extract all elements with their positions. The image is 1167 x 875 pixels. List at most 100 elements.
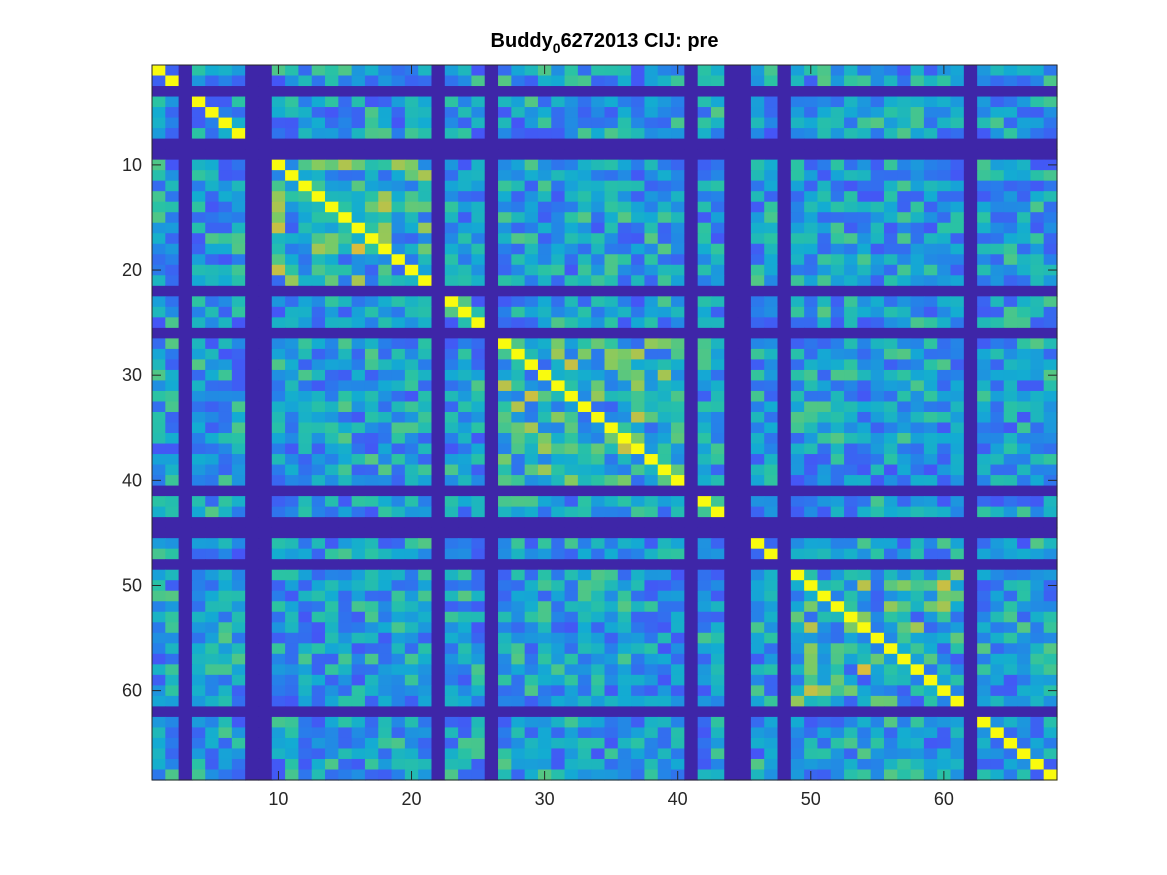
heatmap-cell bbox=[937, 359, 952, 371]
heatmap-cell bbox=[458, 170, 473, 182]
heatmap-cell bbox=[817, 380, 832, 392]
heatmap-cell bbox=[404, 149, 419, 161]
heatmap-cell bbox=[963, 758, 978, 771]
heatmap-cell bbox=[804, 243, 819, 255]
heatmap-cell bbox=[857, 433, 872, 445]
heatmap-cell bbox=[724, 716, 739, 729]
heatmap-cell bbox=[817, 128, 832, 140]
heatmap-cell bbox=[231, 632, 246, 644]
heatmap-cell bbox=[644, 674, 659, 686]
heatmap-cell bbox=[604, 716, 619, 729]
heatmap-cell bbox=[950, 548, 965, 560]
heatmap-cell bbox=[777, 538, 792, 550]
heatmap-cell bbox=[564, 275, 579, 287]
heatmap-cell bbox=[577, 664, 592, 676]
heatmap-cell bbox=[671, 622, 685, 634]
heatmap-cell bbox=[178, 75, 193, 87]
heatmap-cell bbox=[684, 369, 699, 382]
heatmap-cell bbox=[724, 622, 739, 634]
heatmap-cell bbox=[963, 128, 978, 140]
heatmap-cell bbox=[1003, 75, 1018, 87]
heatmap-cell bbox=[577, 180, 592, 192]
heatmap-cell bbox=[338, 401, 353, 413]
heatmap-cell bbox=[458, 191, 473, 203]
heatmap-cell bbox=[325, 590, 339, 602]
heatmap-cell bbox=[245, 538, 260, 550]
heatmap-cell bbox=[631, 548, 646, 560]
heatmap-cell bbox=[644, 485, 659, 497]
heatmap-cell bbox=[431, 443, 446, 455]
heatmap-cell bbox=[963, 517, 978, 529]
heatmap-cell bbox=[684, 117, 699, 129]
heatmap-cell bbox=[285, 548, 299, 560]
heatmap-cell bbox=[245, 559, 260, 571]
heatmap-cell bbox=[617, 275, 632, 287]
heatmap-cell bbox=[577, 306, 592, 318]
heatmap-cell bbox=[671, 601, 685, 613]
heatmap-cell bbox=[657, 128, 672, 140]
heatmap-cell bbox=[498, 706, 512, 718]
heatmap-cell bbox=[458, 475, 473, 487]
heatmap-cell bbox=[537, 611, 552, 623]
heatmap-cell bbox=[724, 737, 739, 750]
heatmap-cell bbox=[1030, 475, 1045, 487]
heatmap-cell bbox=[1043, 86, 1058, 98]
heatmap-cell bbox=[684, 517, 699, 529]
heatmap-cell bbox=[391, 422, 406, 434]
heatmap-cell bbox=[897, 117, 912, 129]
heatmap-cell bbox=[524, 548, 539, 560]
heatmap-cell bbox=[1030, 306, 1045, 318]
heatmap-cell bbox=[790, 569, 805, 581]
heatmap-cell bbox=[644, 149, 659, 161]
heatmap-cell bbox=[458, 727, 473, 739]
heatmap-cell bbox=[351, 422, 366, 434]
heatmap-cell bbox=[577, 201, 592, 213]
heatmap-cell bbox=[311, 96, 326, 108]
heatmap-cell bbox=[351, 212, 366, 224]
heatmap-cell bbox=[1003, 632, 1018, 644]
heatmap-cell bbox=[178, 580, 193, 592]
heatmap-cell bbox=[178, 443, 193, 455]
heatmap-cell bbox=[378, 674, 393, 686]
heatmap-cell bbox=[524, 569, 539, 581]
heatmap-cell bbox=[444, 348, 459, 361]
heatmap-cell bbox=[258, 170, 273, 182]
heatmap-cell bbox=[830, 737, 845, 750]
heatmap-cell bbox=[298, 75, 313, 87]
heatmap-cell bbox=[471, 254, 486, 266]
heatmap-cell bbox=[724, 107, 739, 119]
heatmap-cell bbox=[857, 632, 872, 644]
heatmap-cell bbox=[191, 422, 206, 434]
heatmap-cell bbox=[245, 769, 260, 781]
heatmap-cell bbox=[471, 233, 486, 245]
heatmap-cell bbox=[178, 411, 193, 424]
heatmap-cell bbox=[285, 317, 299, 329]
heatmap-cell bbox=[511, 748, 526, 760]
heatmap-cell bbox=[311, 716, 326, 729]
heatmap-cell bbox=[817, 569, 832, 581]
heatmap-cell bbox=[990, 327, 1005, 339]
heatmap-cell bbox=[777, 201, 792, 213]
heatmap-cell bbox=[537, 180, 552, 192]
heatmap-cell bbox=[724, 201, 739, 213]
heatmap-cell bbox=[844, 138, 858, 150]
heatmap-cell bbox=[671, 475, 685, 487]
heatmap-cell bbox=[444, 548, 459, 560]
heatmap-cell bbox=[990, 138, 1005, 150]
heatmap-cell bbox=[1043, 643, 1058, 655]
heatmap-cell bbox=[577, 264, 592, 276]
heatmap-cell bbox=[910, 559, 925, 571]
heatmap-cell bbox=[165, 706, 180, 718]
heatmap-cell bbox=[364, 180, 379, 192]
heatmap-cell bbox=[391, 264, 406, 276]
heatmap-cell bbox=[963, 601, 978, 613]
heatmap-cell bbox=[378, 170, 393, 182]
heatmap-cell bbox=[458, 706, 473, 718]
heatmap-cell bbox=[777, 285, 792, 297]
heatmap-cell bbox=[671, 390, 685, 403]
heatmap-cell bbox=[1003, 348, 1018, 361]
heatmap-cell bbox=[325, 464, 339, 476]
heatmap-cell bbox=[764, 369, 779, 382]
heatmap-cell bbox=[617, 538, 632, 550]
heatmap-cell bbox=[724, 327, 739, 339]
